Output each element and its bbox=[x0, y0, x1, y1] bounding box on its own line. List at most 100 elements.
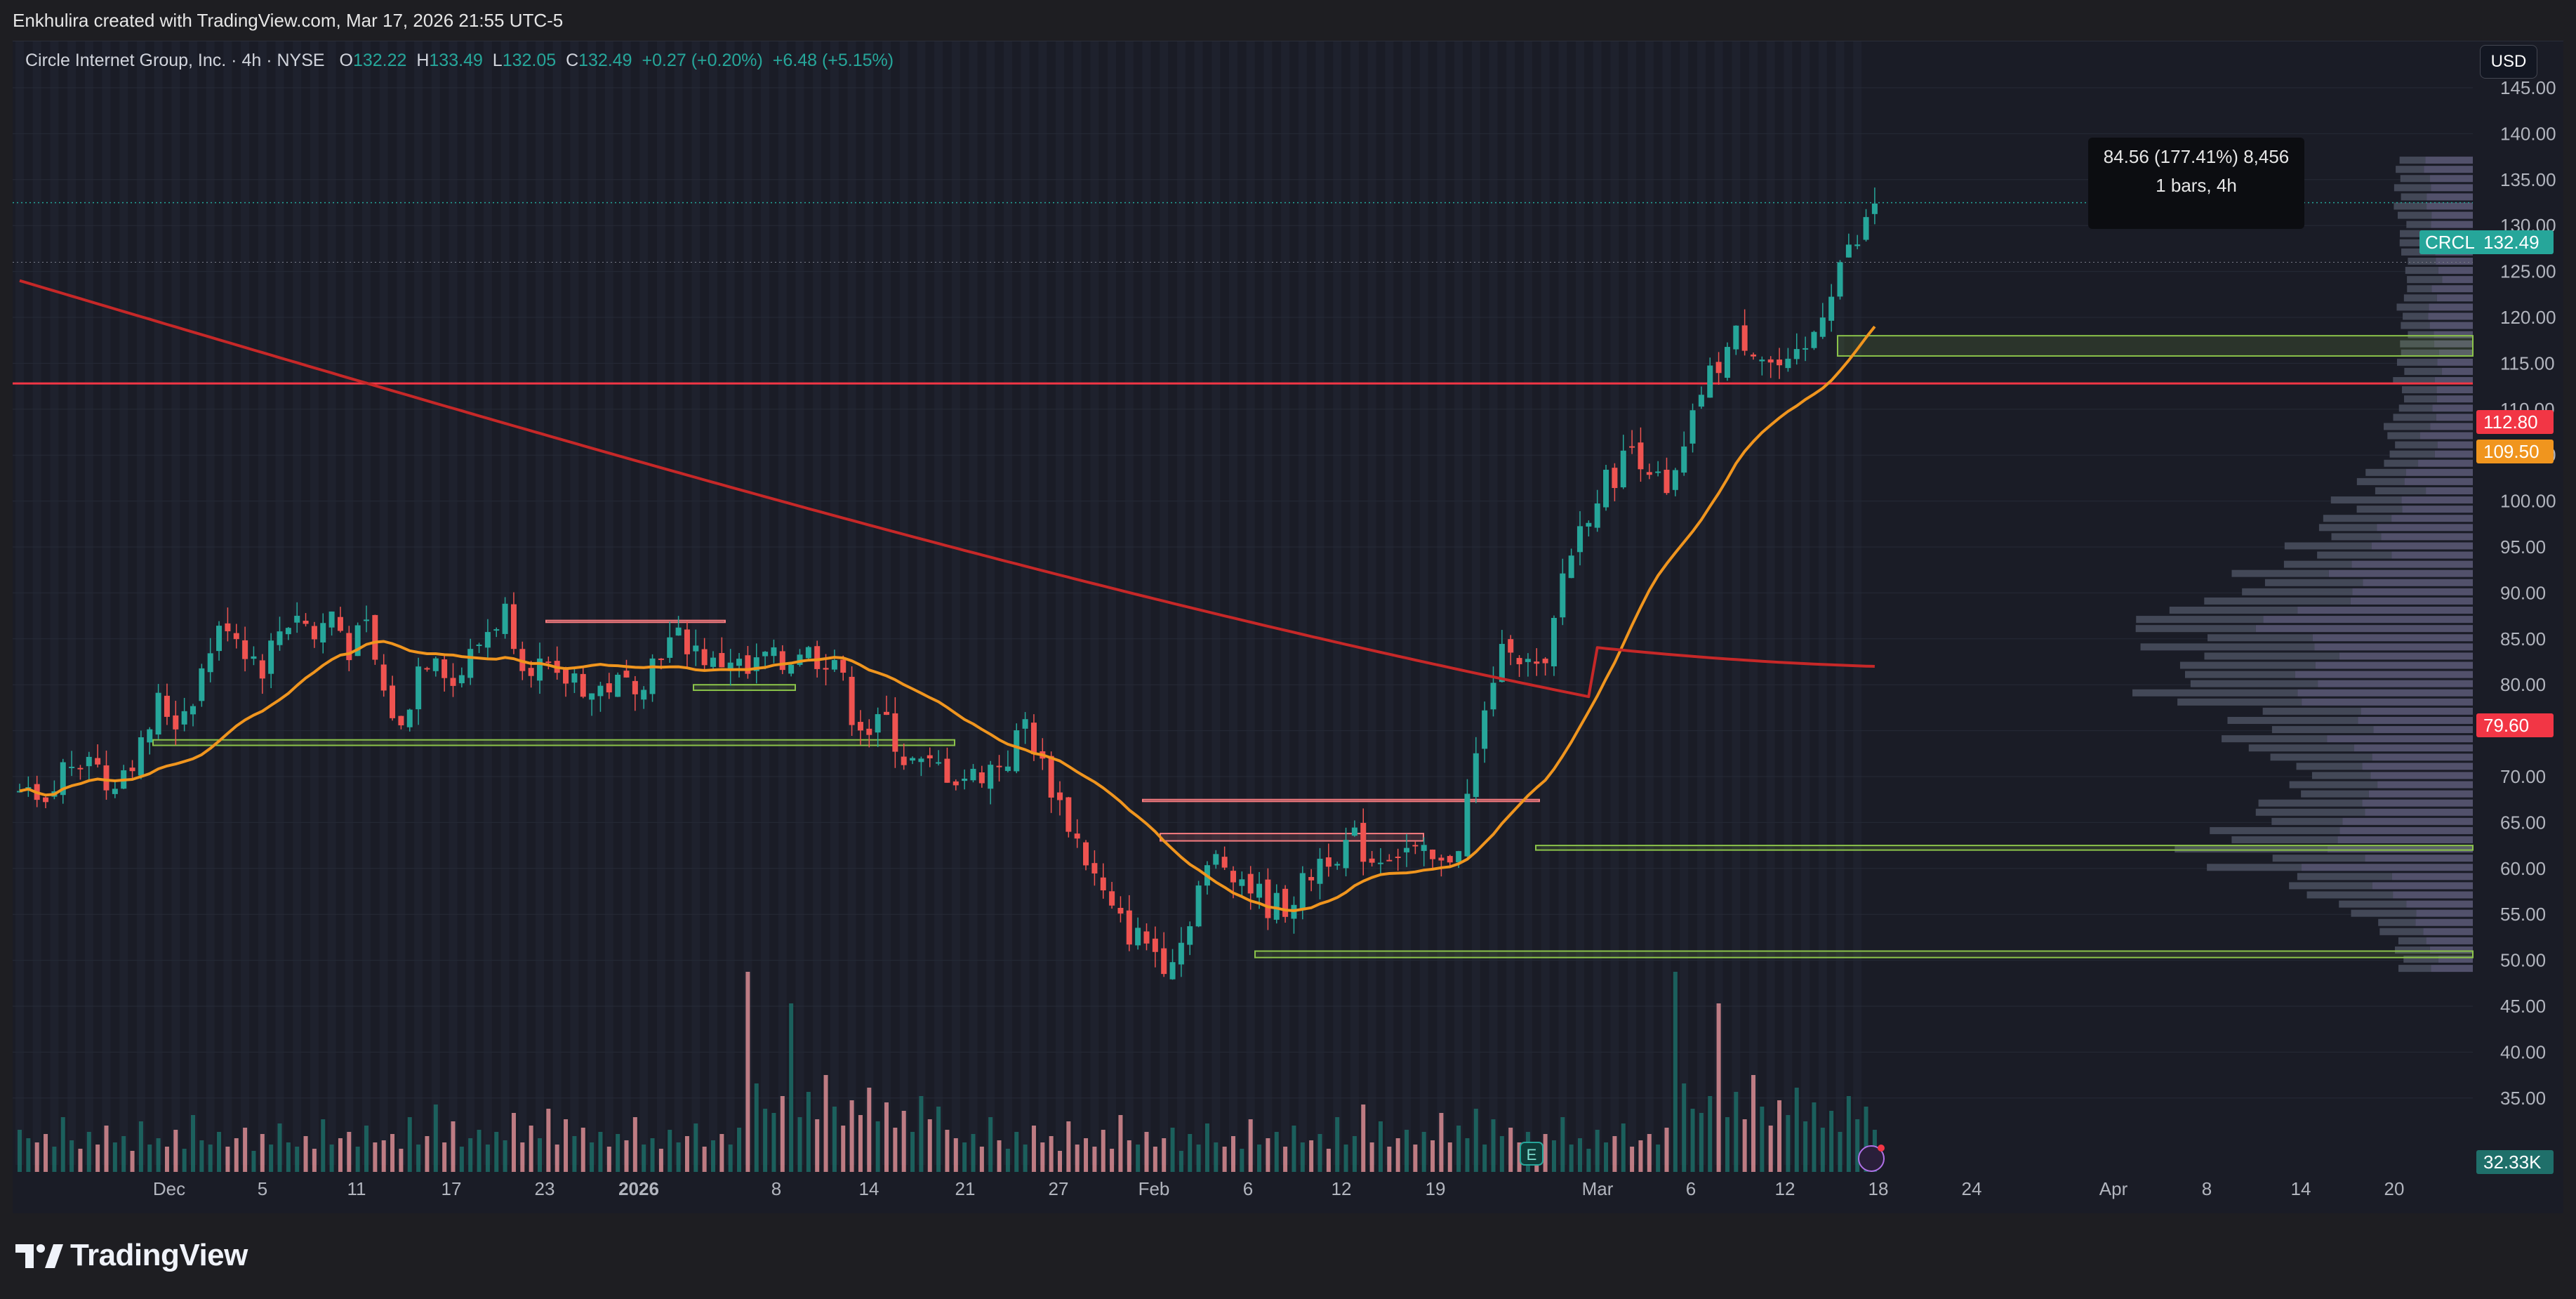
candle-body bbox=[1594, 503, 1600, 528]
candle-body bbox=[1065, 797, 1072, 832]
candle-body bbox=[1135, 928, 1141, 946]
volume-profile-bar bbox=[2393, 377, 2435, 385]
candle-body bbox=[181, 711, 187, 725]
volume-bar bbox=[1638, 1140, 1643, 1172]
session-stripe bbox=[1090, 41, 1099, 1165]
volume-profile-bar bbox=[2356, 506, 2403, 513]
candle-body bbox=[1030, 723, 1037, 755]
high-label: H bbox=[416, 51, 430, 70]
volume-profile-bar bbox=[2353, 744, 2473, 752]
session-stripe bbox=[449, 41, 458, 1165]
candle-body bbox=[1577, 526, 1583, 553]
tradingview-logo[interactable]: TradingView bbox=[15, 1234, 248, 1277]
volume-profile-bar bbox=[2381, 533, 2473, 541]
candle-body bbox=[988, 765, 994, 789]
volume-profile-bar bbox=[2408, 331, 2434, 338]
symbol-name: Circle Internet Group, Inc. · 4h · NYSE bbox=[25, 51, 325, 70]
candle-body bbox=[1672, 470, 1678, 490]
volume-profile-bar bbox=[2424, 166, 2473, 173]
volume-bar bbox=[1812, 1102, 1817, 1172]
candle-body bbox=[406, 709, 413, 727]
volume-bar bbox=[1786, 1115, 1791, 1172]
volume-profile-bar bbox=[2255, 808, 2365, 816]
volume-profile-bar bbox=[2394, 946, 2430, 954]
volume-profile-bar bbox=[2371, 542, 2473, 550]
price-axis-label: 115.00 bbox=[2500, 352, 2555, 374]
ma-fast-badge: 109.50 bbox=[2476, 440, 2554, 463]
volume-bar bbox=[1231, 1136, 1235, 1172]
volume-bar bbox=[1621, 1123, 1626, 1172]
price-axis-label: 35.00 bbox=[2500, 1088, 2546, 1109]
candle-body bbox=[1256, 883, 1263, 898]
volume-profile-bar bbox=[2365, 468, 2406, 476]
candle-body bbox=[216, 626, 223, 652]
candle-body bbox=[528, 668, 534, 676]
volume-profile-bar bbox=[2406, 900, 2473, 908]
volume-profile-bar bbox=[2297, 873, 2392, 881]
candle-body bbox=[1586, 522, 1592, 527]
volume-profile-bar bbox=[2400, 340, 2434, 348]
candle-body bbox=[1404, 848, 1409, 852]
volume-profile-bar bbox=[2394, 184, 2431, 192]
volume-bar bbox=[156, 1138, 161, 1172]
close-value: 132.49 bbox=[578, 51, 632, 70]
volume-bar bbox=[745, 972, 750, 1172]
volume-profile-bar bbox=[2242, 588, 2353, 595]
price-axis-label: 120.00 bbox=[2500, 307, 2556, 328]
price-chart[interactable]: 35.00 40.00 45.00 50.00 55.00 60.00 65.00 70.00… bbox=[13, 41, 2563, 1214]
volume-bar bbox=[1578, 1138, 1582, 1172]
currency-button[interactable]: USD bbox=[2480, 45, 2537, 79]
candle-body bbox=[1715, 362, 1722, 374]
volume-profile-bar bbox=[2135, 625, 2256, 633]
candle-body bbox=[1724, 347, 1730, 378]
volume-bar bbox=[269, 1145, 274, 1172]
volume-bar bbox=[468, 1138, 473, 1172]
volume-profile-bar bbox=[2430, 423, 2473, 430]
candle-body bbox=[1369, 858, 1375, 863]
volume-bar bbox=[1405, 1130, 1409, 1172]
price-zone-box bbox=[1837, 335, 2474, 357]
candle-body bbox=[1152, 938, 1158, 952]
volume-bar bbox=[1309, 1140, 1314, 1172]
session-stripe bbox=[639, 41, 649, 1165]
candle-body bbox=[354, 625, 361, 657]
volume-profile-bar bbox=[2271, 726, 2374, 734]
volume-profile-bar bbox=[2270, 753, 2372, 761]
session-stripe bbox=[899, 41, 908, 1165]
volume-bar bbox=[606, 1147, 611, 1172]
volume-profile-bar bbox=[2438, 267, 2473, 275]
date-axis-label: Feb bbox=[1138, 1178, 1170, 1199]
candle-body bbox=[1178, 942, 1184, 965]
candle-body bbox=[1785, 358, 1791, 369]
candle-body bbox=[1265, 879, 1271, 918]
candle-body bbox=[1681, 446, 1687, 473]
candle-body bbox=[736, 659, 743, 666]
candle-body bbox=[1560, 573, 1566, 618]
volume-bar bbox=[797, 1117, 802, 1172]
volume-bar bbox=[303, 1136, 308, 1172]
chart-panel[interactable]: 35.00 40.00 45.00 50.00 55.00 60.00 65.00 70.00… bbox=[13, 41, 2563, 1214]
session-stripe bbox=[726, 41, 735, 1165]
volume-bar bbox=[546, 1109, 551, 1172]
volume-bar bbox=[1612, 1136, 1617, 1172]
volume-profile-bar bbox=[2311, 772, 2371, 779]
volume-bar bbox=[1439, 1113, 1444, 1172]
session-stripe bbox=[414, 41, 423, 1165]
moving-average-fast-line bbox=[19, 325, 1876, 912]
volume-profile-bar bbox=[2431, 211, 2473, 219]
candle-body bbox=[510, 604, 517, 650]
candle-body bbox=[1083, 842, 1089, 866]
volume-bar bbox=[832, 1107, 837, 1172]
session-stripe bbox=[969, 41, 978, 1165]
volume-profile-bar bbox=[2323, 515, 2392, 522]
volume-profile-bar bbox=[2301, 790, 2369, 798]
volume-profile-bar bbox=[2426, 937, 2473, 944]
candle-body bbox=[164, 695, 170, 717]
date-axis-label: Dec bbox=[153, 1178, 185, 1199]
session-stripe bbox=[1419, 41, 1428, 1165]
volume-profile-bar bbox=[2328, 569, 2473, 577]
date-axis-label: 19 bbox=[1426, 1178, 1446, 1199]
candle-body bbox=[805, 647, 811, 659]
volume-bar bbox=[182, 1149, 187, 1172]
session-stripe bbox=[1021, 41, 1030, 1165]
